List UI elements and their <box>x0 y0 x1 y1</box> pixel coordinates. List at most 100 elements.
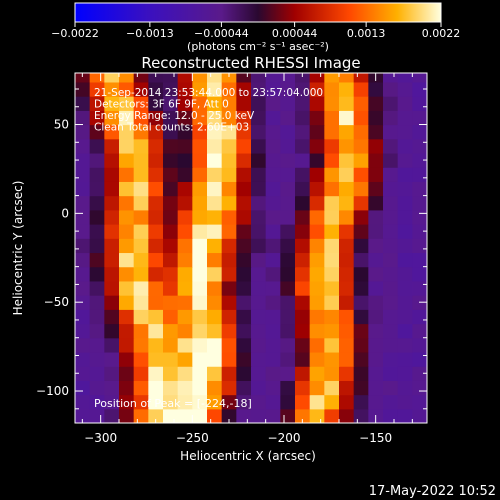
heatmap-cell <box>251 295 267 310</box>
heatmap-cell <box>251 380 267 396</box>
heatmap-cell <box>104 81 120 97</box>
heatmap-cell <box>280 152 296 168</box>
heatmap-cell <box>207 238 223 254</box>
heatmap-cell <box>383 366 399 381</box>
heatmap-cell <box>339 81 355 97</box>
heatmap-cell <box>221 181 237 197</box>
heatmap-cell <box>221 280 237 296</box>
heatmap-cell <box>383 124 399 140</box>
heatmap-cell <box>383 408 399 423</box>
heatmap-cell <box>177 110 193 126</box>
heatmap-cell <box>89 366 105 381</box>
heatmap-cell <box>309 295 325 310</box>
heatmap-cell <box>339 394 355 410</box>
heatmap-cell <box>75 195 91 211</box>
heatmap-cell <box>221 323 237 339</box>
heatmap-cell <box>207 224 223 239</box>
heatmap-cell <box>221 96 237 111</box>
heatmap-cell <box>339 124 355 140</box>
heatmap-cell <box>221 366 237 381</box>
heatmap-cell <box>104 96 120 111</box>
annotation-line: Energy Range: 12.0 - 25.0 keV <box>94 110 255 122</box>
heatmap-cell <box>353 181 369 197</box>
heatmap-cell <box>412 152 427 168</box>
heatmap-cell <box>280 309 296 325</box>
heatmap-cell <box>309 309 325 325</box>
heatmap-cell <box>309 110 325 126</box>
heatmap-cell <box>295 280 311 296</box>
heatmap-cell <box>119 280 135 296</box>
heatmap-cell <box>412 124 427 140</box>
heatmap-cell <box>236 408 252 423</box>
heatmap-cell <box>280 351 296 367</box>
heatmap-cell <box>192 110 208 126</box>
heatmap-cell <box>397 110 413 126</box>
heatmap-cell <box>412 266 427 282</box>
heatmap-cell <box>295 295 311 310</box>
heatmap-cell <box>265 224 281 239</box>
heatmap-cell <box>148 408 164 423</box>
heatmap-cell <box>412 96 427 111</box>
y-tick-label: 0 <box>61 206 69 220</box>
heatmap-cell <box>353 366 369 381</box>
heatmap-cell <box>265 337 281 353</box>
heatmap-cell <box>177 181 193 197</box>
heatmap-cell <box>295 138 311 154</box>
heatmap-cell <box>397 238 413 254</box>
heatmap-cell <box>412 224 427 239</box>
heatmap-cell <box>177 224 193 239</box>
y-tick-label: −50 <box>44 295 69 309</box>
heatmap-cell <box>353 73 369 83</box>
heatmap-cell <box>339 73 355 83</box>
heatmap-cell <box>412 394 427 410</box>
heatmap <box>75 73 427 423</box>
heatmap-cell <box>309 96 325 111</box>
heatmap-cell <box>163 295 179 310</box>
heatmap-cell <box>265 195 281 211</box>
heatmap-cell <box>89 181 105 197</box>
heatmap-cell <box>104 252 120 268</box>
heatmap-cell <box>163 280 179 296</box>
heatmap-cell <box>324 209 340 225</box>
heatmap-cell <box>133 380 149 396</box>
heatmap-cell <box>309 181 325 197</box>
heatmap-cell <box>251 181 267 197</box>
heatmap-cell <box>265 110 281 126</box>
heatmap-cell <box>295 110 311 126</box>
heatmap-cell <box>280 81 296 97</box>
heatmap-cell <box>397 81 413 97</box>
heatmap-cell <box>163 167 179 182</box>
heatmap-cell <box>324 408 340 423</box>
heatmap-cell <box>412 252 427 268</box>
heatmap-cell <box>207 96 223 111</box>
heatmap-cell <box>309 238 325 254</box>
heatmap-cell <box>119 408 135 423</box>
heatmap-cell <box>368 81 384 97</box>
heatmap-cell <box>397 252 413 268</box>
heatmap-cell <box>397 309 413 325</box>
heatmap-cell <box>104 73 120 83</box>
heatmap-cell <box>265 96 281 111</box>
heatmap-cell <box>280 380 296 396</box>
heatmap-cell <box>324 351 340 367</box>
heatmap-cell <box>339 238 355 254</box>
heatmap-cell <box>163 181 179 197</box>
heatmap-cell <box>221 224 237 239</box>
heatmap-cell <box>192 124 208 140</box>
heatmap-cell <box>104 152 120 168</box>
heatmap-cell <box>383 73 399 83</box>
footer-timestamp: 17-May-2022 10:52 <box>369 484 496 499</box>
heatmap-cell <box>104 323 120 339</box>
heatmap-cell <box>251 280 267 296</box>
heatmap-cell <box>119 394 135 410</box>
heatmap-cell <box>324 110 340 126</box>
heatmap-cell <box>133 181 149 197</box>
heatmap-cell <box>368 138 384 154</box>
heatmap-cell <box>295 124 311 140</box>
heatmap-cell <box>192 280 208 296</box>
heatmap-cell <box>295 380 311 396</box>
heatmap-cell <box>207 167 223 182</box>
heatmap-cell <box>133 167 149 182</box>
heatmap-cell <box>192 309 208 325</box>
heatmap-cell <box>368 181 384 197</box>
